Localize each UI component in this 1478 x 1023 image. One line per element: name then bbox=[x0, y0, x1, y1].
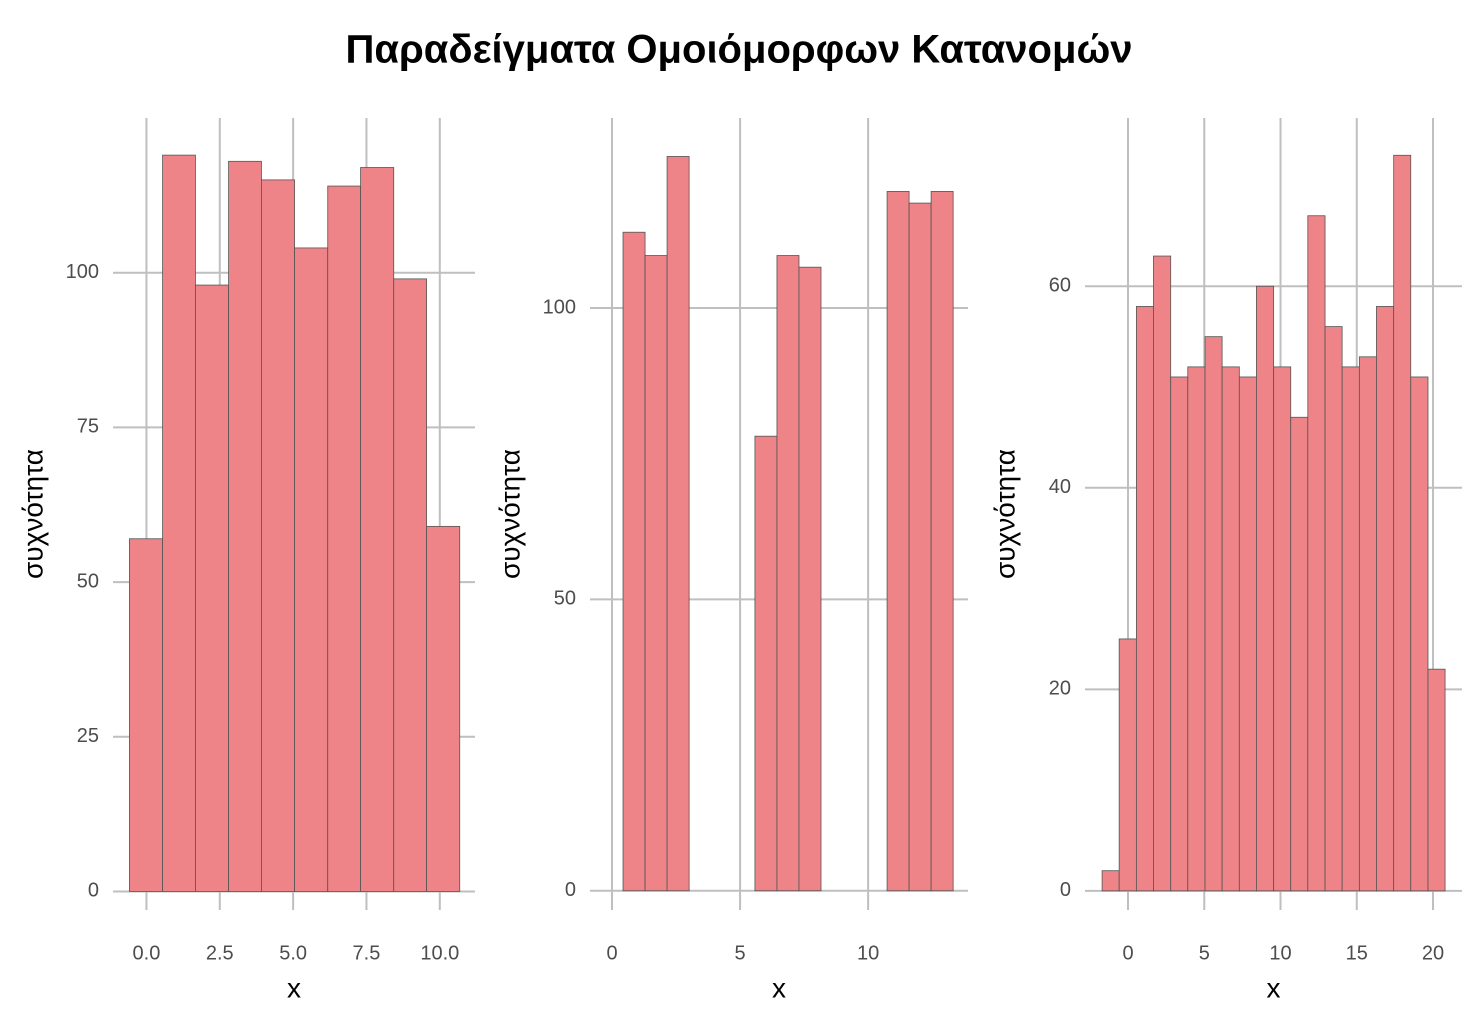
x-axis-title: x bbox=[1267, 972, 1281, 1003]
bar bbox=[1135, 306, 1154, 892]
bar bbox=[1256, 285, 1275, 892]
bar bbox=[798, 266, 822, 892]
y-tick-label: 0 bbox=[88, 880, 99, 902]
bar bbox=[261, 179, 295, 892]
y-tick-label: 40 bbox=[1049, 476, 1071, 498]
y-tick-label: 25 bbox=[77, 725, 99, 747]
bar bbox=[1341, 366, 1360, 892]
bar bbox=[930, 191, 954, 892]
x-axis-title: x bbox=[287, 972, 301, 1003]
bar bbox=[1393, 154, 1412, 892]
bar bbox=[1153, 255, 1172, 892]
bar bbox=[1358, 356, 1377, 892]
bar bbox=[162, 154, 196, 892]
bar bbox=[886, 191, 910, 892]
y-tick-label: 50 bbox=[554, 588, 576, 610]
y-tick-label: 75 bbox=[77, 416, 99, 438]
bar bbox=[644, 255, 668, 892]
y-tick-label: 50 bbox=[77, 570, 99, 592]
bar bbox=[1101, 870, 1120, 892]
bar bbox=[776, 255, 800, 892]
bar bbox=[1427, 668, 1446, 892]
bar bbox=[1376, 306, 1395, 892]
bar bbox=[754, 435, 778, 892]
bar bbox=[908, 202, 932, 892]
bar bbox=[393, 278, 427, 892]
x-tick-label: 15 bbox=[1346, 942, 1368, 964]
bar bbox=[360, 167, 395, 892]
bar bbox=[426, 525, 461, 892]
chart-title: Παραδείγματα Ομοιόμορφων Κατανομών bbox=[346, 28, 1133, 72]
x-tick-label: 0 bbox=[606, 942, 617, 964]
y-tick-label: 60 bbox=[1049, 275, 1071, 297]
x-tick-label: 0.0 bbox=[133, 942, 161, 964]
bar bbox=[129, 538, 163, 892]
y-axis-title: συχνότητα bbox=[494, 449, 525, 579]
bar bbox=[1410, 376, 1429, 892]
bar bbox=[1290, 416, 1309, 892]
bar bbox=[1238, 376, 1257, 892]
x-tick-label: 7.5 bbox=[353, 942, 381, 964]
bar bbox=[1307, 215, 1326, 892]
x-tick-label: 0 bbox=[1122, 942, 1133, 964]
y-tick-label: 100 bbox=[66, 261, 99, 283]
y-axis-title: συχνότητα bbox=[17, 449, 48, 579]
y-tick-label: 0 bbox=[565, 879, 576, 901]
x-tick-label: 5.0 bbox=[279, 942, 307, 964]
bar bbox=[228, 160, 262, 892]
bar bbox=[294, 247, 329, 892]
bar bbox=[666, 156, 690, 892]
bar bbox=[1273, 366, 1292, 892]
bar bbox=[622, 231, 646, 892]
bar bbox=[1170, 376, 1189, 892]
y-axis-title: συχνότητα bbox=[989, 449, 1020, 579]
bar bbox=[1324, 326, 1343, 892]
y-tick-label: 0 bbox=[1060, 879, 1071, 901]
y-tick-label: 20 bbox=[1049, 678, 1071, 700]
y-tick-label: 100 bbox=[543, 296, 576, 318]
x-tick-label: 5 bbox=[735, 942, 746, 964]
bar bbox=[327, 185, 361, 892]
bar bbox=[1187, 366, 1206, 892]
bar bbox=[1204, 336, 1223, 892]
x-tick-label: 5 bbox=[1199, 942, 1210, 964]
x-tick-label: 20 bbox=[1422, 942, 1444, 964]
x-axis-title: x bbox=[772, 972, 786, 1003]
x-tick-label: 10.0 bbox=[420, 942, 459, 964]
x-tick-label: 10 bbox=[1269, 942, 1291, 964]
bar bbox=[195, 284, 229, 892]
x-tick-label: 10 bbox=[857, 942, 879, 964]
bar bbox=[1118, 638, 1137, 892]
bar bbox=[1221, 366, 1240, 892]
x-tick-label: 2.5 bbox=[206, 942, 234, 964]
